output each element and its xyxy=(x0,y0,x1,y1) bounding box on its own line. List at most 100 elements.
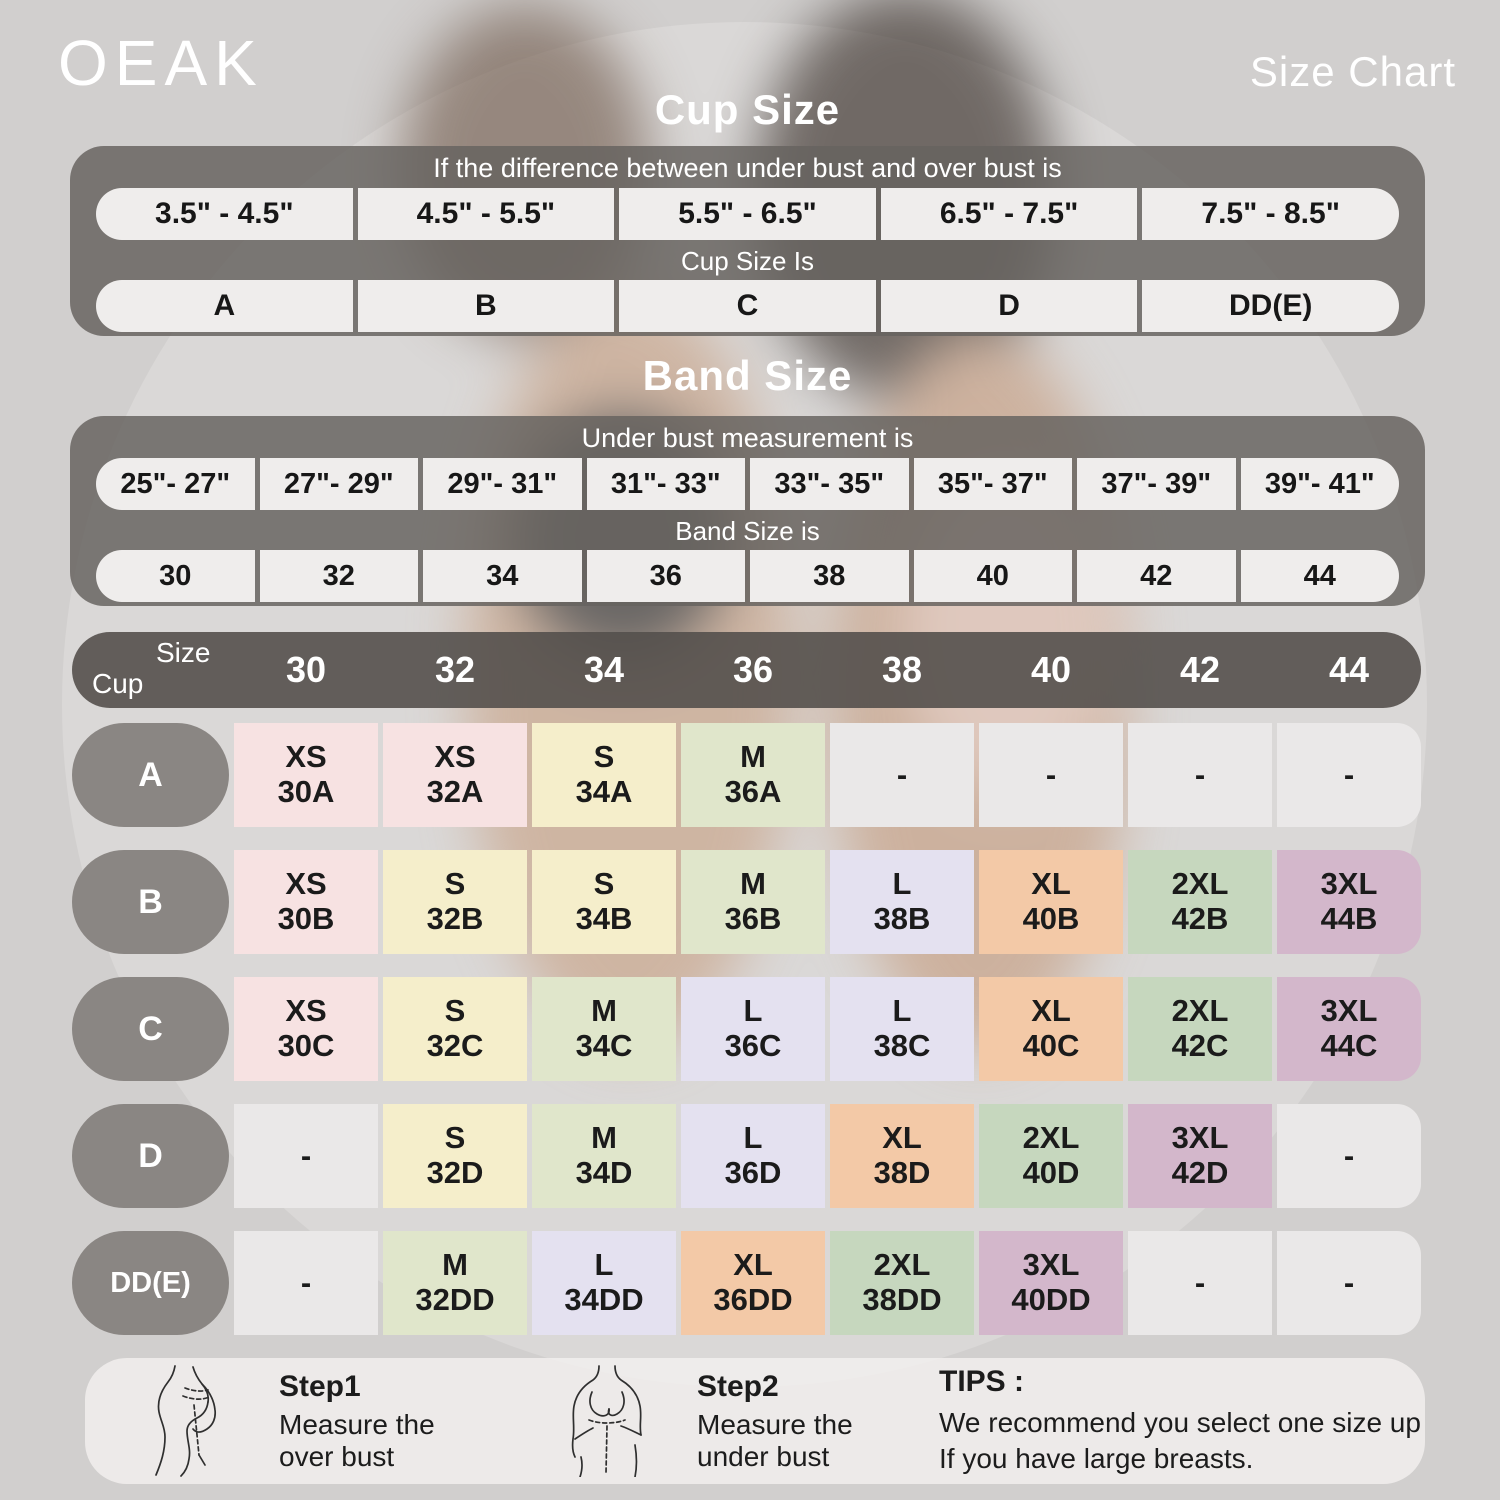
matrix-row-label: B xyxy=(72,850,229,954)
matrix-cell-code: 34DD xyxy=(564,1282,644,1317)
matrix-cell-code: 38B xyxy=(873,901,931,936)
band-range-cell: 39"- 41" xyxy=(1240,458,1399,510)
band-value-cell: 44 xyxy=(1240,550,1399,602)
matrix-cell-code: 36C xyxy=(724,1028,782,1063)
measure-overbust-figure-icon xyxy=(141,1365,233,1477)
matrix-cell-size: 2XL xyxy=(1022,1120,1080,1156)
matrix-cell-size: XL xyxy=(733,1247,773,1283)
cup-value-cell: A xyxy=(96,280,353,332)
matrix-row-label: C xyxy=(72,977,229,1081)
matrix-row-label: DD(E) xyxy=(72,1231,229,1335)
matrix-cell-code: 32DD xyxy=(415,1282,495,1317)
step1-line2: over bust xyxy=(279,1440,395,1472)
matrix-cell: - xyxy=(1128,1231,1272,1335)
matrix-cell-empty: - xyxy=(1194,756,1206,792)
matrix-cell-code: 40C xyxy=(1022,1028,1080,1063)
matrix-cell: 3XL 44B xyxy=(1277,850,1421,954)
cup-size-section: If the difference between under bust and… xyxy=(70,146,1425,336)
band-value-row: 30 32 34 36 38 40 42 44 xyxy=(96,550,1399,602)
cup-value-cell: D xyxy=(880,280,1138,332)
matrix-cell: XS 30A xyxy=(234,723,378,827)
matrix-column-header: 34 xyxy=(583,649,625,690)
matrix-column-header: 32 xyxy=(434,649,476,690)
matrix-cell-empty: - xyxy=(1343,756,1355,792)
band-range-cell: 29"- 31" xyxy=(423,458,582,510)
tips-block: TIPS : We recommend you select one size … xyxy=(939,1365,1421,1477)
matrix-cell-empty: - xyxy=(1045,756,1057,792)
matrix-cell-size: M xyxy=(591,1120,617,1156)
matrix-cell-code: 30B xyxy=(277,901,335,936)
band-range-cell: 31"- 33" xyxy=(586,458,745,510)
matrix-cell: S 32C xyxy=(383,977,527,1081)
band-value-cell: 36 xyxy=(586,550,745,602)
cup-range-cell: 5.5" - 6.5" xyxy=(619,188,876,240)
matrix-cell-size: 2XL xyxy=(1171,866,1229,902)
matrix-cell-code: 34C xyxy=(575,1028,633,1063)
matrix-cell-size: XL xyxy=(882,1120,922,1156)
matrix-cell: S 32B xyxy=(383,850,527,954)
band-range-cell: 25"- 27" xyxy=(96,458,255,510)
step2-line1: Measure the xyxy=(697,1408,853,1440)
cup-difference-caption: If the difference between under bust and… xyxy=(433,153,1062,183)
matrix-cell: XL 40C xyxy=(979,977,1123,1081)
corner-size-label: Size xyxy=(156,637,211,668)
cup-value-cell: C xyxy=(619,280,876,332)
matrix-cell-size: S xyxy=(444,993,466,1029)
step1-title: Step1 xyxy=(279,1369,361,1403)
matrix-cell-code: 40DD xyxy=(1011,1282,1091,1317)
matrix-cell-empty: - xyxy=(1194,1264,1206,1300)
matrix-cell-size: S xyxy=(444,1120,466,1156)
matrix-cell: - xyxy=(830,723,974,827)
matrix-column-header: 38 xyxy=(881,649,923,690)
underbust-measurement-caption: Under bust measurement is xyxy=(581,423,914,453)
matrix-cell-empty: - xyxy=(1343,1137,1355,1173)
tips-line1: We recommend you select one size up xyxy=(939,1407,1421,1439)
matrix-cell-size: L xyxy=(892,866,912,902)
matrix-cell-size: XS xyxy=(285,739,327,775)
band-value-cell: 32 xyxy=(259,550,418,602)
matrix-cell-empty: - xyxy=(300,1137,312,1173)
matrix-cell-size: M xyxy=(442,1247,468,1283)
matrix-cell: - xyxy=(1277,1231,1421,1335)
matrix-cell: - xyxy=(979,723,1123,827)
matrix-cell-empty: - xyxy=(300,1264,312,1300)
matrix-cell: L 36C xyxy=(681,977,825,1081)
matrix-cell: XL 40B xyxy=(979,850,1123,954)
matrix-cell-code: 44B xyxy=(1320,901,1378,936)
matrix-cell-code: 40D xyxy=(1022,1155,1080,1190)
matrix-cell-size: L xyxy=(743,993,763,1029)
step2-title: Step2 xyxy=(697,1369,779,1403)
matrix-cell-code: 32C xyxy=(426,1028,484,1063)
matrix-cell-code: 42D xyxy=(1171,1155,1229,1190)
cup-value-row: A B C D DD(E) xyxy=(96,280,1399,332)
step1-block: Step1 Measure the over bust xyxy=(279,1370,475,1473)
matrix-cell: XS 30B xyxy=(234,850,378,954)
matrix-cell: XS 32A xyxy=(383,723,527,827)
measuring-instructions-bar: Step1 Measure the over bust Step2 Measur… xyxy=(85,1358,1425,1484)
matrix-cell-size: XS xyxy=(285,993,327,1029)
matrix-cell-code: 42B xyxy=(1171,901,1229,936)
size-matrix: A XS 30A XS 32A S 34A M 36A - - - - B XS 30B S 32B S 34B M 36… xyxy=(72,723,1421,1335)
matrix-cell-code: 34B xyxy=(575,901,633,936)
matrix-cell-size: 3XL xyxy=(1171,1120,1229,1156)
matrix-cell-size: S xyxy=(593,739,615,775)
band-value-cell: 30 xyxy=(96,550,255,602)
matrix-cell: M 34C xyxy=(532,977,676,1081)
matrix-cell: L 34DD xyxy=(532,1231,676,1335)
matrix-cell-code: 34A xyxy=(575,774,633,809)
matrix-cell-empty: - xyxy=(896,756,908,792)
band-range-cell: 37"- 39" xyxy=(1077,458,1236,510)
matrix-cell: XS 30C xyxy=(234,977,378,1081)
cup-range-cell: 7.5" - 8.5" xyxy=(1142,188,1399,240)
cup-size-title: Cup Size xyxy=(654,86,841,133)
matrix-cell-size: 2XL xyxy=(1171,993,1229,1029)
matrix-cell-size: L xyxy=(892,993,912,1029)
matrix-column-header: 44 xyxy=(1328,649,1370,690)
cup-range-row: 3.5" - 4.5" 4.5" - 5.5" 5.5" - 6.5" 6.5" - … xyxy=(96,188,1399,240)
matrix-cell: 2XL 42B xyxy=(1128,850,1272,954)
brand-logo: OEAK xyxy=(58,27,264,99)
matrix-cell-code: 40B xyxy=(1022,901,1080,936)
band-value-cell: 38 xyxy=(750,550,909,602)
matrix-cell-code: 38D xyxy=(873,1155,931,1190)
matrix-cell: L 36D xyxy=(681,1104,825,1208)
